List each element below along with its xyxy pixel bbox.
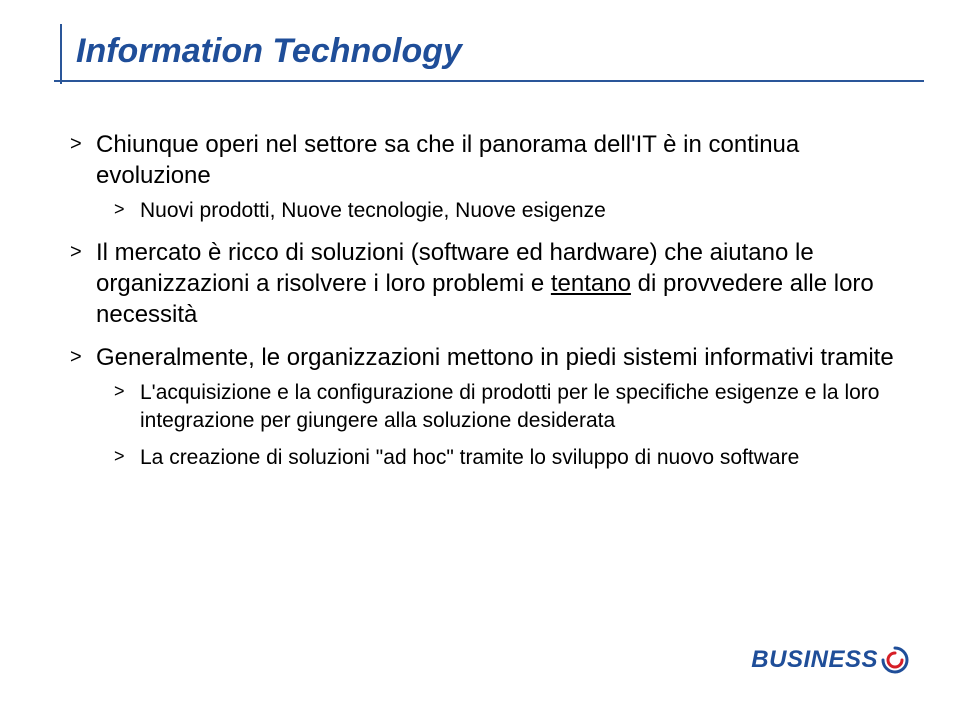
bullet-item: Chiunque operi nel settore sa che il pan… (70, 129, 900, 225)
bullet-text-underline: tentano (551, 270, 631, 297)
sub-bullet-item: L'acquisizione e la configurazione di pr… (114, 379, 900, 434)
logo-text: BUSINESS (751, 646, 878, 674)
logo-swirl-icon (880, 645, 910, 675)
bullet-item: Generalmente, le organizzazioni mettono … (70, 342, 900, 471)
sub-bullet-list: L'acquisizione e la configurazione di pr… (114, 379, 900, 471)
bullet-text: Nuovi prodotti, Nuove tecnologie, Nuove … (140, 199, 606, 222)
title-rule-vertical (60, 24, 62, 84)
sub-bullet-list: Nuovi prodotti, Nuove tecnologie, Nuove … (114, 197, 900, 224)
content-area: Chiunque operi nel settore sa che il pan… (70, 129, 900, 471)
title-block: Information Technology (66, 28, 900, 81)
bullet-text: L'acquisizione e la configurazione di pr… (140, 381, 879, 431)
sub-bullet-item: La creazione di soluzioni "ad hoc" trami… (114, 444, 900, 471)
slide-title: Information Technology (66, 28, 900, 81)
bullet-text: La creazione di soluzioni "ad hoc" trami… (140, 446, 799, 469)
bullet-list: Chiunque operi nel settore sa che il pan… (70, 129, 900, 471)
title-rule-horizontal (54, 80, 924, 82)
bullet-item: Il mercato è ricco di soluzioni (softwar… (70, 237, 900, 331)
bullet-text: Generalmente, le organizzazioni mettono … (96, 344, 894, 371)
sub-bullet-item: Nuovi prodotti, Nuove tecnologie, Nuove … (114, 197, 900, 224)
logo: BUSINESS (751, 645, 910, 675)
slide: Information Technology Chiunque operi ne… (0, 0, 960, 703)
bullet-text: Chiunque operi nel settore sa che il pan… (96, 131, 799, 189)
